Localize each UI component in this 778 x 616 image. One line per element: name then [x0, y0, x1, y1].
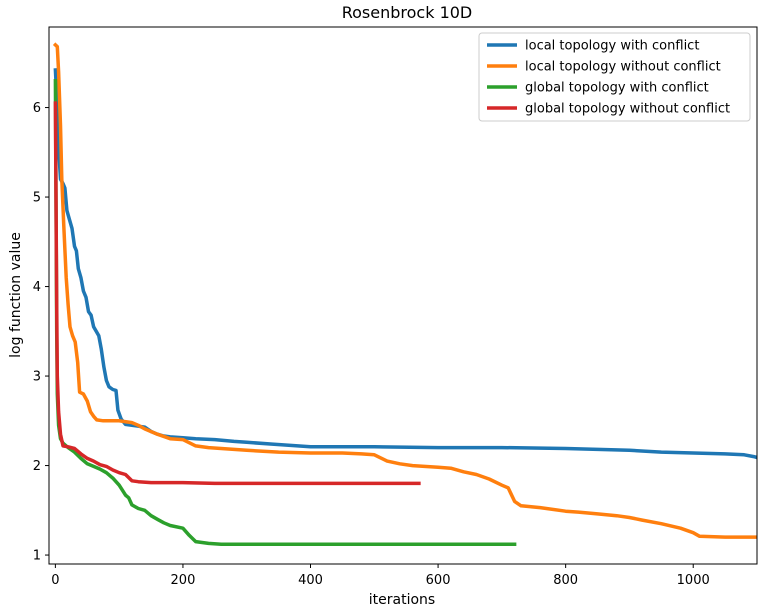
- x-axis-ticks: 0 200 400 600 800 1000: [51, 564, 710, 588]
- series-line-4: [53, 101, 421, 486]
- x-tick-label: 1000: [677, 573, 710, 588]
- y-tick-label: 6: [33, 101, 41, 116]
- plot-area: [48, 26, 758, 565]
- x-axis-label: iterations: [369, 592, 435, 608]
- y-tick-label: 2: [33, 459, 41, 474]
- x-tick-label: 800: [553, 573, 578, 588]
- legend: local topology with conflict local topolo…: [478, 32, 751, 122]
- y-axis-ticks: 1 2 3 4 5 6: [33, 101, 49, 564]
- chart-title: Rosenbrock 10D: [342, 3, 473, 22]
- series-line-2: [52, 42, 757, 539]
- y-tick-label: 5: [33, 191, 41, 206]
- series-line-1: [53, 68, 757, 460]
- legend-label: global topology without conflict: [525, 102, 730, 117]
- legend-label: local topology with conflict: [525, 39, 699, 54]
- y-tick-label: 3: [33, 370, 41, 385]
- plot-frame: [48, 26, 758, 565]
- legend-box: [478, 32, 751, 122]
- x-tick-label: 400: [298, 573, 323, 588]
- legend-label: global topology with conflict: [525, 81, 709, 96]
- series-group: [52, 42, 757, 547]
- x-tick-label: 0: [51, 573, 59, 588]
- x-tick-label: 600: [426, 573, 451, 588]
- y-axis-label: log function value: [8, 232, 24, 358]
- y-tick-label: 1: [33, 549, 41, 564]
- y-tick-label: 4: [33, 280, 41, 295]
- x-tick-label: 200: [171, 573, 196, 588]
- legend-label: local topology without conflict: [525, 60, 721, 75]
